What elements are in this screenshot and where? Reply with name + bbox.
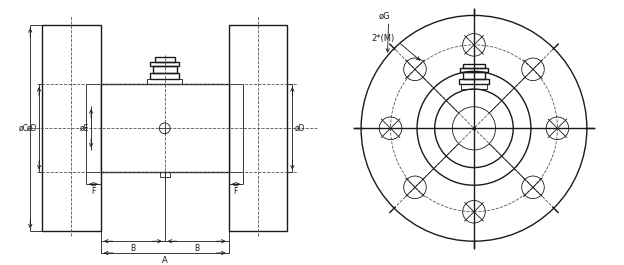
Text: øD: øD — [295, 124, 305, 133]
Text: øE: øE — [80, 124, 90, 133]
Bar — [463, 72, 485, 79]
Bar — [461, 68, 488, 72]
Bar — [228, 84, 243, 173]
Bar — [101, 84, 228, 173]
Text: B: B — [194, 244, 199, 253]
Bar — [228, 25, 288, 231]
Text: F: F — [91, 187, 95, 196]
Bar — [461, 84, 487, 89]
Bar — [150, 61, 180, 67]
Text: F: F — [234, 187, 238, 196]
Bar — [150, 73, 180, 79]
Bar — [42, 25, 101, 231]
Text: øC: øC — [19, 124, 28, 133]
Bar — [463, 64, 485, 68]
Bar — [86, 84, 101, 173]
Text: øG: øG — [379, 11, 391, 20]
Bar — [155, 57, 175, 61]
Bar — [147, 79, 182, 84]
Bar — [153, 67, 177, 73]
Text: A: A — [162, 256, 168, 265]
Bar — [160, 173, 170, 177]
Bar — [459, 79, 489, 84]
Text: øD: øD — [27, 124, 37, 133]
Text: 2*(M): 2*(M) — [371, 34, 394, 43]
Text: B: B — [130, 244, 135, 253]
